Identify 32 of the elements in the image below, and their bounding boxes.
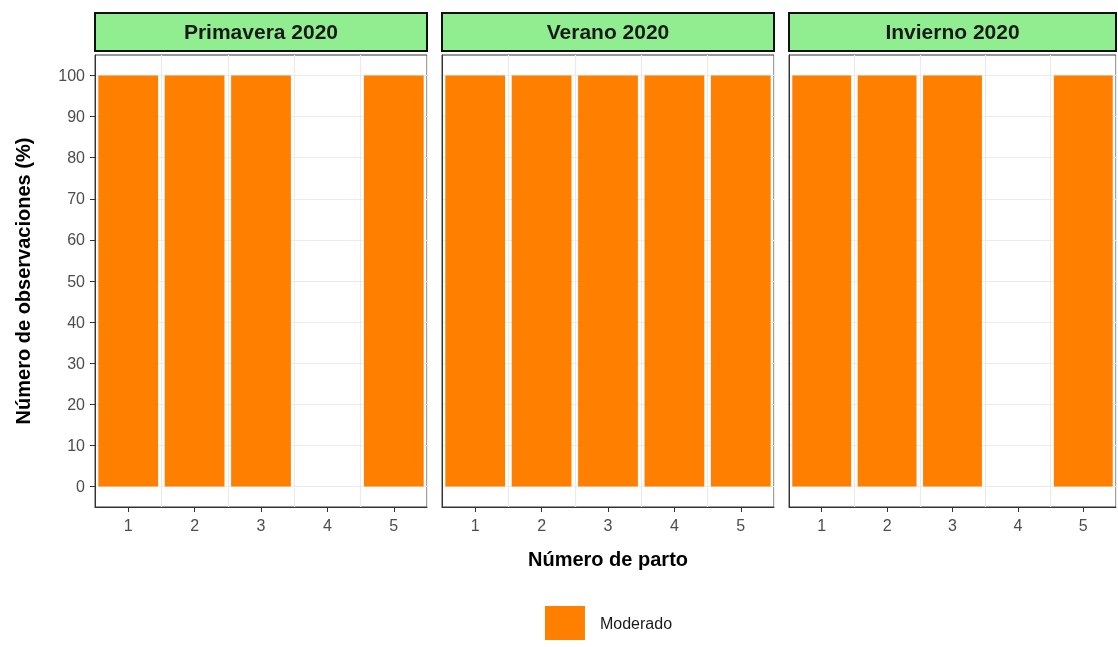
y-tick-label: 40 xyxy=(67,313,86,331)
y-tick-label: 50 xyxy=(67,272,86,290)
x-tick-label: 3 xyxy=(256,516,266,534)
x-tick-label: 1 xyxy=(470,516,480,534)
y-tick-label: 0 xyxy=(76,477,86,495)
chart-title: Primavera 2020 xyxy=(94,12,428,52)
chart-title: Invierno 2020 xyxy=(788,12,1117,52)
legend-label: Moderado xyxy=(599,614,673,632)
x-tick-label: 3 xyxy=(948,516,958,534)
y-tick-label: 90 xyxy=(67,108,86,126)
x-tick-label: 5 xyxy=(389,516,399,534)
x-tick-label: 2 xyxy=(190,516,200,534)
y-tick-label: 60 xyxy=(67,231,86,249)
y-tick-label: 10 xyxy=(67,436,86,454)
x-tick-label: 2 xyxy=(882,516,892,534)
x-tick-label: 3 xyxy=(603,516,613,534)
x-tick-label: 2 xyxy=(537,516,547,534)
x-tick-label: 4 xyxy=(669,516,679,534)
x-tick-label: 4 xyxy=(1013,516,1023,534)
y-axis-title: Número de observaciones (%) xyxy=(12,137,34,425)
x-tick-label: 1 xyxy=(123,516,133,534)
x-axis-title: Número de parto xyxy=(527,548,689,570)
x-tick-label: 4 xyxy=(322,516,332,534)
x-tick-label: 1 xyxy=(817,516,827,534)
y-tick-label: 20 xyxy=(67,395,86,413)
x-tick-label: 5 xyxy=(736,516,746,534)
chart-title: Verano 2020 xyxy=(441,12,775,52)
y-tick-label: 100 xyxy=(58,67,86,85)
x-tick-label: 5 xyxy=(1078,516,1088,534)
y-tick-label: 30 xyxy=(67,354,86,372)
y-tick-label: 70 xyxy=(67,190,86,208)
y-tick-label: 80 xyxy=(67,149,86,167)
